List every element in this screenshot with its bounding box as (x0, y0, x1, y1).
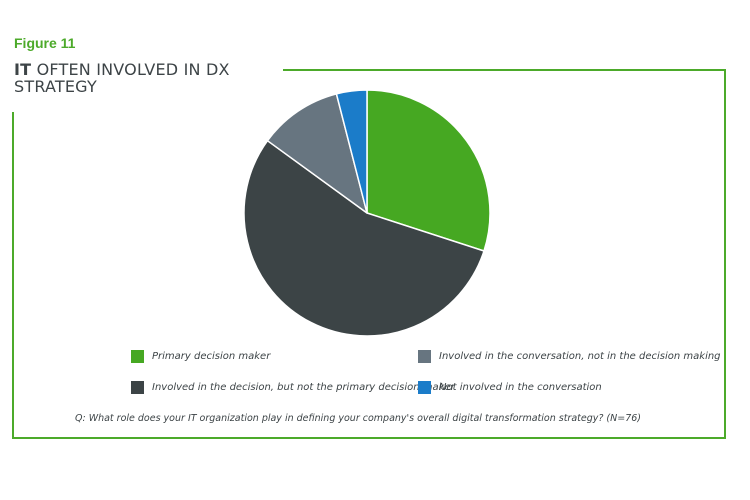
chart-title: IT OFTEN INVOLVED IN DX STRATEGY (14, 61, 244, 95)
title-text: OFTEN INVOLVED IN DX STRATEGY (14, 60, 230, 96)
slice-involved-in-conversation (266, 93, 368, 214)
legend-label-involved-conversation: Involved in the conversation, not in the… (439, 351, 721, 362)
slice-not-involved (335, 89, 368, 214)
legend-item-involved-decision: Involved in the decision, but not the pr… (131, 381, 455, 394)
legend-swatch-not-involved (418, 381, 431, 394)
figure-label: Figure 11 (14, 35, 76, 51)
legend-item-not-involved: Not involved in the conversation (418, 381, 602, 394)
legend-item-involved-conversation: Involved in the conversation, not in the… (418, 350, 721, 363)
slice-involved-in-decision (243, 139, 485, 337)
survey-question: Q: What role does your IT organization p… (75, 413, 642, 424)
frame-border-right (724, 69, 726, 439)
slice-primary-decision-maker (366, 89, 491, 252)
frame-border-top (283, 69, 726, 71)
frame-border-bottom (12, 437, 726, 439)
title-highlight: IT (14, 60, 32, 79)
legend-swatch-involved-decision (131, 381, 144, 394)
legend-item-primary: Primary decision maker (131, 350, 270, 363)
legend-label-primary: Primary decision maker (152, 351, 271, 362)
legend-swatch-involved-conversation (418, 350, 431, 363)
legend-label-involved-decision: Involved in the decision, but not the pr… (152, 382, 455, 393)
frame-border-left (12, 112, 14, 439)
legend-swatch-primary (131, 350, 144, 363)
legend-label-not-involved: Not involved in the conversation (439, 382, 602, 393)
